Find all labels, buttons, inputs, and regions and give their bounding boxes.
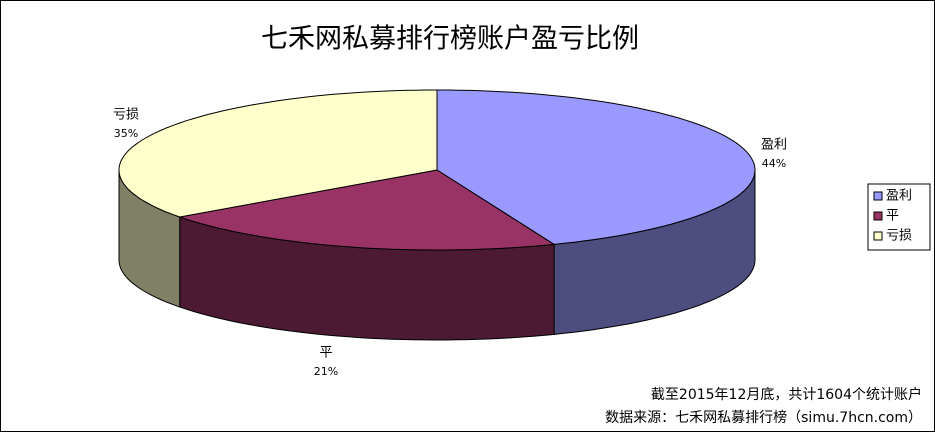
data-label-name: 亏损 [113, 108, 139, 123]
data-label-value: 35% [114, 127, 138, 140]
legend-swatch [873, 191, 883, 201]
data-label-value: 21% [314, 365, 338, 378]
data-label-name: 平 [319, 346, 332, 361]
note: 数据来源：七禾网私募排行榜（simu.7hcn.com） [605, 409, 922, 426]
legend-label: 盈利 [886, 189, 912, 204]
slice [436, 89, 756, 245]
legend-label: 平 [886, 209, 899, 224]
legend-swatch [873, 211, 883, 221]
slice [118, 89, 438, 218]
data-label-name: 盈利 [761, 138, 787, 153]
note: 截至2015年12月底，共计1604个统计账户 [651, 386, 922, 403]
chart-title: 七禾网私募排行榜账户盈亏比例 [261, 24, 639, 55]
slice [179, 169, 556, 251]
legend-label: 亏损 [886, 229, 912, 244]
legend-swatch [873, 231, 883, 241]
data-label-value: 44% [762, 157, 786, 170]
